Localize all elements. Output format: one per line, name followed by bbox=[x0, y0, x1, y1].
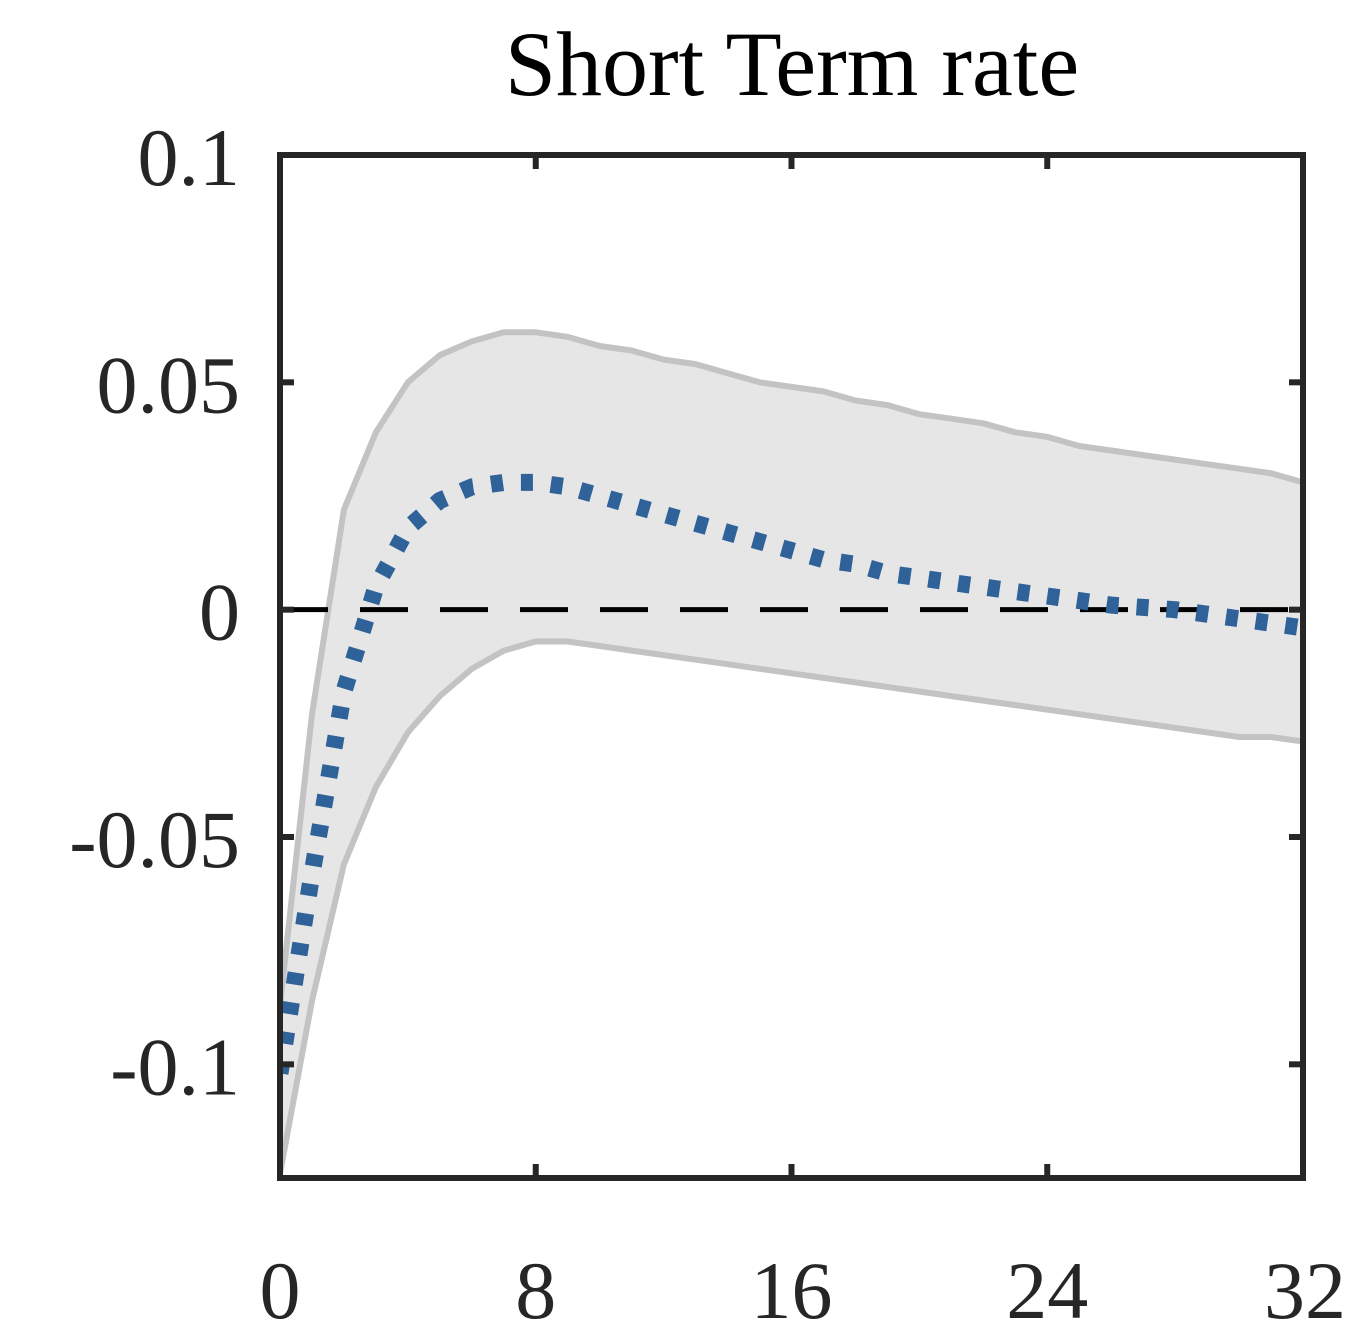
x-tick-label: 16 bbox=[751, 1245, 833, 1336]
plot-area bbox=[280, 329, 1303, 1175]
tick-labels: 0 8 16 24 32 -0.1 -0.05 0 0.05 0.1 bbox=[69, 112, 1346, 1336]
chart-title: Short Term rate bbox=[505, 13, 1079, 115]
x-tick-label: 32 bbox=[1264, 1245, 1346, 1336]
x-tick-label: 8 bbox=[515, 1245, 556, 1336]
y-tick-label: 0.05 bbox=[97, 339, 241, 430]
y-tick-label: 0 bbox=[199, 567, 240, 658]
band-upper-line bbox=[280, 329, 1303, 1006]
y-tick-label: -0.05 bbox=[69, 794, 240, 885]
x-tick-label: 0 bbox=[260, 1245, 301, 1336]
axes bbox=[277, 152, 1306, 1181]
band-lower-line bbox=[280, 638, 1303, 1175]
y-tick-label: -0.1 bbox=[110, 1021, 240, 1112]
confidence-band bbox=[280, 332, 1303, 1174]
median-response-line bbox=[280, 473, 1303, 1075]
x-tick-label: 24 bbox=[1006, 1245, 1088, 1336]
y-tick-label: 0.1 bbox=[138, 112, 241, 203]
